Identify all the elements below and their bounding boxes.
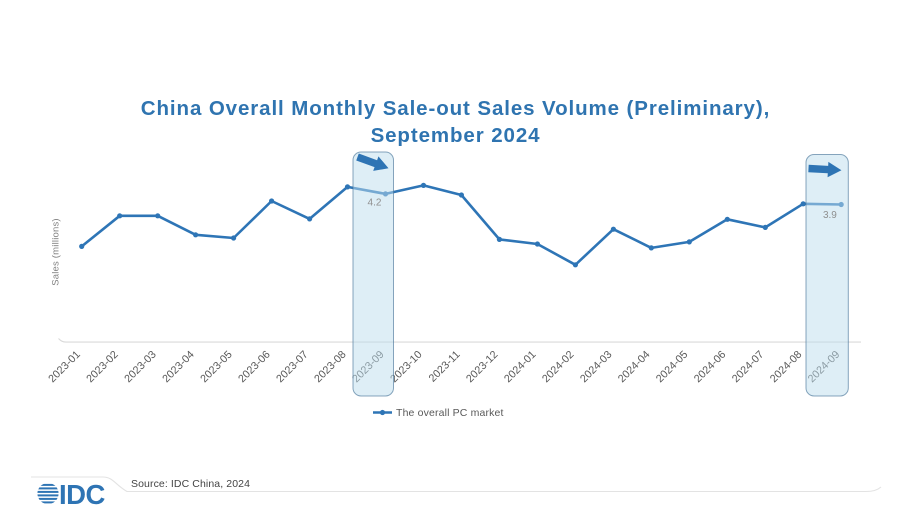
data-point-2023-03 [155, 213, 161, 219]
x-tick-label-2024-07: 2024-07 [730, 349, 767, 386]
idc-logo-text: IDC [59, 480, 106, 510]
idc-globe-icon [37, 483, 59, 504]
x-tick-label-2024-04: 2024-04 [616, 349, 653, 386]
legend-label: The overall PC market [396, 406, 504, 419]
data-point-2024-05 [686, 239, 692, 245]
data-point-2023-10 [420, 182, 427, 188]
data-point-2024-08 [800, 201, 806, 207]
data-point-2023-12 [496, 236, 502, 242]
x-tick-label-2023-12: 2023-12 [464, 349, 501, 386]
highlight-band-2023-09 [352, 151, 394, 397]
x-tick-label-2024-02: 2024-02 [540, 349, 577, 386]
data-point-2024-03 [610, 226, 617, 232]
arrow-icon-2023-09 [356, 153, 389, 171]
x-tick-label-2023-11: 2023-11 [427, 349, 463, 385]
highlight-band-2024-09 [805, 154, 849, 397]
x-axis-line [58, 338, 861, 343]
legend-line-marker [373, 409, 392, 416]
x-tick-label-2023-07: 2023-07 [274, 349, 311, 386]
data-point-2023-01 [79, 243, 85, 249]
x-tick-label-2023-04: 2023-04 [160, 349, 197, 386]
x-tick-label-2023-05: 2023-05 [198, 349, 235, 386]
x-tick-label-2023-03: 2023-03 [122, 349, 159, 386]
x-tick-label-2023-01: 2023-01 [46, 349, 83, 386]
data-point-2023-08 [344, 184, 351, 190]
x-tick-label-2024-08: 2024-08 [768, 349, 805, 386]
data-point-2023-07 [307, 216, 313, 222]
x-tick-label-2024-03: 2024-03 [578, 349, 615, 386]
x-tick-label-2023-06: 2023-06 [236, 349, 273, 386]
x-tick-label-2024-01: 2024-01 [502, 349, 539, 386]
data-point-2024-01 [534, 241, 541, 247]
x-tick-label-2024-06: 2024-06 [692, 349, 729, 386]
data-point-2024-06 [724, 216, 730, 222]
data-label-2023-09: 4.2 [368, 197, 382, 208]
data-point-2024-04 [648, 245, 654, 251]
source-note: Source: IDC China, 2024 [131, 478, 251, 490]
data-point-2023-05 [231, 235, 237, 241]
data-point-2023-04 [193, 232, 199, 238]
legend: The overall PC market [372, 406, 504, 419]
x-tick-label-2024-05: 2024-05 [654, 349, 691, 386]
data-label-2024-09: 3.9 [823, 210, 837, 221]
data-point-2023-06 [269, 198, 275, 204]
arrow-icon-2024-09 [808, 161, 842, 178]
data-point-2023-02 [117, 213, 123, 219]
idc-logo: IDC [37, 480, 106, 510]
data-point-2023-11 [458, 192, 464, 198]
x-tick-label-2023-08: 2023-08 [312, 349, 349, 386]
data-point-2024-07 [762, 224, 768, 230]
footer-divider-line [31, 476, 882, 493]
x-tick-label-2023-02: 2023-02 [84, 349, 121, 386]
data-point-2024-02 [572, 262, 579, 268]
chart-title: China Overall Monthly Sale-out Sales Vol… [140, 97, 771, 147]
